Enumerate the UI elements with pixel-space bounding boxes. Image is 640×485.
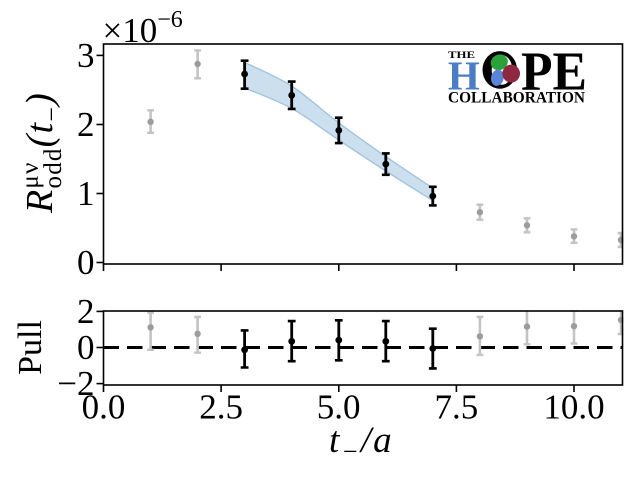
svg-text:2.5: 2.5 [199, 388, 243, 427]
svg-text:10.0: 10.0 [543, 388, 604, 427]
svg-text:Rμνodd(t−): Rμνodd(t−) [17, 92, 67, 214]
svg-text:Pull: Pull [12, 320, 49, 375]
svg-text:PE: PE [521, 40, 587, 101]
svg-text:COLLABORATION: COLLABORATION [448, 89, 585, 106]
svg-text:0: 0 [77, 243, 95, 282]
svg-text:7.5: 7.5 [435, 388, 479, 427]
svg-text:0: 0 [77, 328, 95, 367]
svg-text:H: H [448, 52, 480, 98]
svg-text:×10−6: ×10−6 [103, 7, 183, 50]
svg-text:2: 2 [77, 105, 95, 144]
svg-text:1: 1 [77, 174, 95, 213]
svg-text:3: 3 [77, 36, 95, 75]
svg-text:−2: −2 [57, 364, 94, 403]
svg-text:THE: THE [448, 50, 475, 61]
svg-text:2: 2 [77, 292, 95, 331]
svg-text:5.0: 5.0 [317, 388, 361, 427]
svg-text:0.0: 0.0 [82, 388, 126, 427]
svg-text:t−/a: t−/a [329, 420, 394, 466]
